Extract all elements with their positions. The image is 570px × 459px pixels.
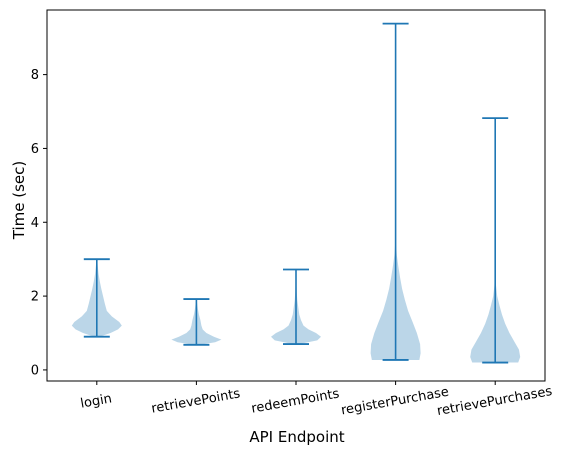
x-tick-label: retrievePoints <box>150 386 241 416</box>
x-tick-label: redeemPoints <box>250 386 340 416</box>
y-tick-label: 0 <box>31 363 39 378</box>
plot-area <box>71 22 521 364</box>
x-tick-label: registerPurchase <box>340 385 450 419</box>
x-tick-label: retrievePurchases <box>436 384 554 419</box>
y-tick-label: 4 <box>31 216 39 231</box>
y-tick-label: 2 <box>31 290 39 305</box>
x-tick-label: login <box>79 391 113 411</box>
y-tick-label: 6 <box>31 142 39 157</box>
y-axis-title: Time (sec) <box>10 161 28 240</box>
y-tick-label: 8 <box>31 68 39 83</box>
x-axis-title: API Endpoint <box>249 428 344 446</box>
